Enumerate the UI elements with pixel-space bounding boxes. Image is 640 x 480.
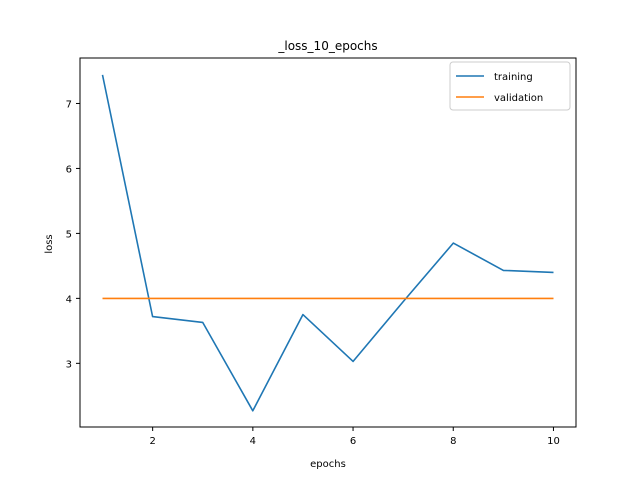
y-tick-label: 5 [66, 229, 72, 240]
x-tick-label: 4 [250, 436, 256, 447]
x-tick-label: 8 [450, 436, 456, 447]
x-tick-label: 2 [149, 436, 155, 447]
y-tick-label: 4 [66, 294, 72, 305]
x-axis: 2 4 6 8 10 [149, 427, 560, 447]
legend: training validation [449, 61, 571, 111]
y-tick-label: 3 [66, 359, 72, 370]
y-axis-label: loss [44, 234, 55, 253]
x-tick-label: 6 [350, 436, 356, 447]
series-layer [101, 74, 554, 412]
y-tick-label: 7 [66, 99, 72, 110]
legend-label-training: training [494, 72, 533, 83]
legend-box [449, 61, 571, 111]
x-axis-label: epochs [310, 459, 346, 470]
y-tick-label: 6 [66, 164, 72, 175]
chart-title: _loss_10_epochs [277, 39, 377, 53]
legend-label-validation: validation [494, 93, 543, 104]
y-axis: 3 4 5 6 7 [66, 99, 80, 370]
x-tick-label: 10 [547, 436, 560, 447]
plot-area-frame [79, 57, 577, 428]
training-series-line [101, 74, 554, 412]
